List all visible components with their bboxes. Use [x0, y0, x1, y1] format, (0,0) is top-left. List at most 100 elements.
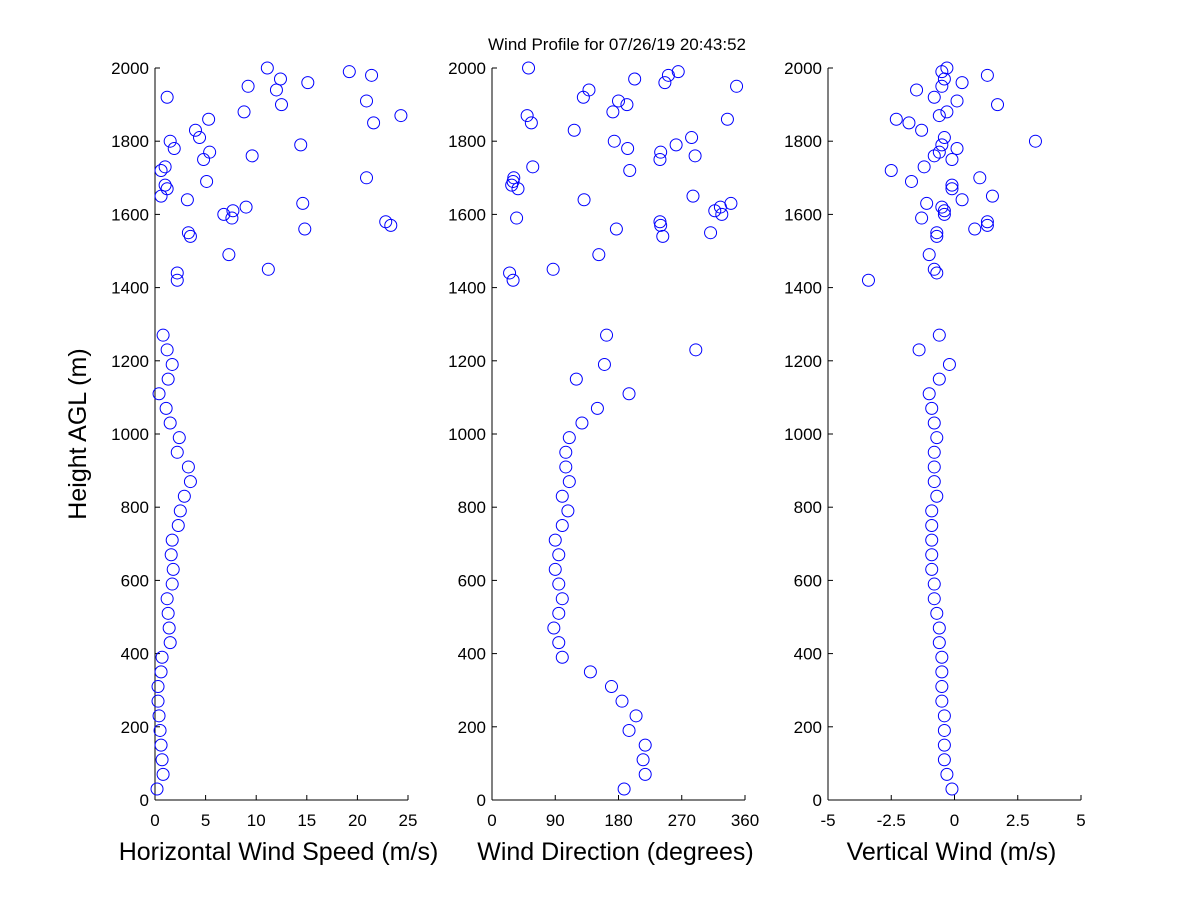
- y-tick-label: 1000: [784, 425, 822, 444]
- point: [937, 709, 951, 723]
- point: [555, 519, 569, 532]
- point: [927, 460, 941, 474]
- point: [170, 266, 184, 280]
- point: [155, 753, 169, 767]
- x-axis-label: Horizontal Wind Speed (m/s): [119, 838, 439, 866]
- x-tick-label: 20: [348, 811, 367, 830]
- point: [925, 533, 939, 547]
- point: [171, 519, 185, 532]
- point: [526, 160, 540, 174]
- x-tick-label: 15: [297, 811, 316, 830]
- point: [555, 650, 569, 664]
- point: [917, 160, 931, 174]
- y-tick-label: 2000: [784, 59, 822, 78]
- point: [686, 189, 700, 203]
- point: [973, 171, 987, 185]
- point: [935, 650, 949, 664]
- y-tick-label: 600: [121, 571, 149, 590]
- y-tick-label: 0: [813, 791, 822, 810]
- point: [294, 138, 308, 152]
- point: [930, 266, 944, 280]
- point: [607, 134, 621, 148]
- point: [180, 193, 194, 207]
- point: [552, 577, 566, 591]
- point: [922, 387, 936, 401]
- point: [932, 636, 946, 650]
- point: [935, 138, 949, 152]
- point: [937, 753, 951, 767]
- point: [298, 222, 312, 236]
- point: [260, 61, 274, 75]
- point: [615, 694, 629, 708]
- point: [980, 215, 994, 229]
- point: [217, 207, 231, 221]
- point: [940, 767, 954, 781]
- point: [689, 343, 703, 357]
- point: [582, 83, 596, 97]
- point: [166, 562, 180, 576]
- point: [932, 372, 946, 386]
- point: [552, 606, 566, 620]
- point: [160, 90, 174, 104]
- point: [942, 357, 956, 371]
- point: [165, 357, 179, 371]
- point: [245, 149, 259, 163]
- point: [552, 548, 566, 562]
- point: [927, 90, 941, 104]
- point: [569, 372, 583, 386]
- point: [937, 131, 951, 145]
- point: [704, 226, 718, 240]
- y-tick-label: 200: [121, 718, 149, 737]
- point: [904, 174, 918, 188]
- point: [165, 533, 179, 547]
- point: [160, 182, 174, 196]
- point: [161, 606, 175, 620]
- x-tick-label: 5: [201, 811, 210, 830]
- point: [688, 149, 702, 163]
- point: [156, 328, 170, 342]
- point: [902, 116, 916, 130]
- point: [945, 782, 959, 796]
- point: [685, 131, 699, 145]
- y-tick-label: 400: [121, 645, 149, 664]
- point: [154, 738, 168, 752]
- point: [980, 218, 994, 232]
- point: [955, 76, 969, 90]
- point: [661, 68, 675, 82]
- figure-title: Wind Profile for 07/26/19 20:43:52: [488, 35, 746, 54]
- point: [365, 68, 379, 82]
- point: [367, 116, 381, 130]
- y-tick-label: 0: [140, 791, 149, 810]
- point: [945, 153, 959, 166]
- x-tick-label: 0: [487, 811, 496, 830]
- x-tick-label: 2.5: [1006, 811, 1030, 830]
- point: [151, 694, 165, 708]
- point: [937, 723, 951, 737]
- x-tick-label: 0: [150, 811, 159, 830]
- point: [621, 142, 635, 156]
- point: [379, 215, 393, 229]
- x-axis-label: Wind Direction (degrees): [477, 838, 754, 866]
- point: [910, 83, 924, 97]
- point: [225, 211, 239, 225]
- point: [548, 562, 562, 576]
- y-tick-label: 600: [794, 571, 822, 590]
- point: [930, 226, 944, 240]
- point: [360, 94, 374, 108]
- y-tick-label: 2000: [111, 59, 149, 78]
- point: [273, 72, 287, 86]
- point: [653, 215, 667, 229]
- point: [669, 138, 683, 152]
- point: [628, 72, 642, 86]
- point: [520, 109, 534, 123]
- point: [932, 145, 946, 159]
- point: [150, 782, 164, 796]
- point: [950, 94, 964, 108]
- point: [980, 68, 994, 82]
- point: [577, 193, 591, 207]
- point: [985, 189, 999, 203]
- point: [935, 200, 949, 214]
- point: [163, 134, 177, 148]
- point: [940, 61, 954, 75]
